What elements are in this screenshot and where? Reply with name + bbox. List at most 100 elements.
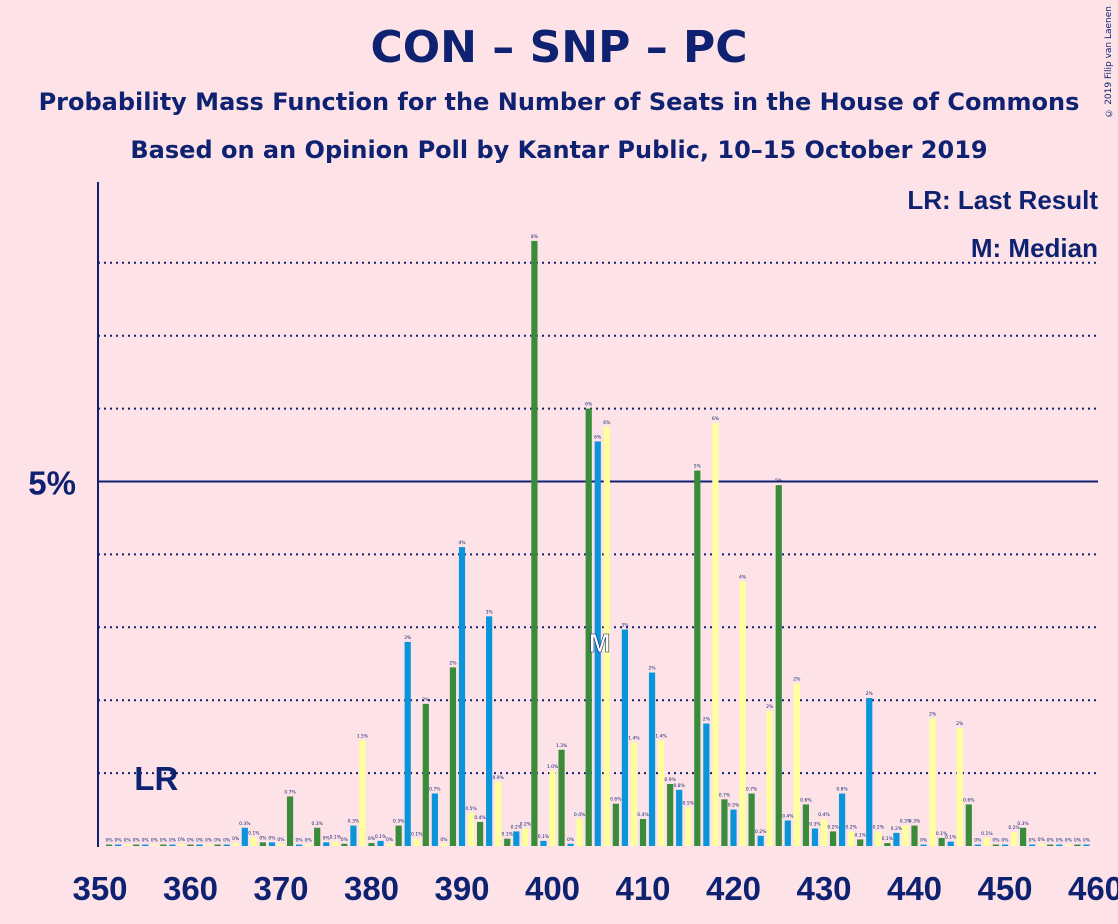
bar-label-seat-406: 6% [603,420,611,426]
bar-seat-413 [667,784,674,846]
bar-label-seat-364: 0% [223,838,231,844]
bar-label-seat-365: 0% [232,836,240,842]
bar-label-seat-420: 0.5% [728,803,740,809]
bar-label-seat-353: 0% [124,838,132,844]
bar-seat-427 [793,683,800,846]
bar-label-seat-425: 5% [775,478,783,484]
bar-label-seat-430: 0.4% [818,812,830,818]
bar-seat-414 [676,789,683,846]
bar-seat-389 [449,667,457,846]
bar-label-seat-431: 0.2% [827,824,839,830]
bar-seat-422 [748,793,755,846]
bar-label-seat-457: 0% [1065,838,1073,844]
bar-label-seat-390: 4% [458,540,466,546]
legend-median: M: Median [971,233,1098,263]
bar-seat-361 [196,844,203,846]
bar-seat-359 [178,843,185,846]
bar-seat-408 [621,629,628,846]
bar-label-seat-393: 3% [486,609,494,615]
bar-seat-401 [558,749,565,846]
bar-label-seat-450: 0% [1001,838,1009,844]
bar-seat-384 [404,641,411,846]
bar-seat-365 [232,843,239,846]
bar-label-seat-407: 0.6% [610,797,622,803]
bar-seat-415 [685,807,692,846]
bar-label-seat-424: 2% [766,704,774,710]
bar-seat-377 [341,843,348,846]
x-tick-label-440: 440 [887,870,942,907]
bar-label-seat-454: 0% [1038,837,1046,843]
bar-label-seat-384: 3% [404,635,412,641]
bar-label-seat-398: 8% [531,234,539,240]
bar-seat-417 [703,723,710,846]
bar-label-seat-440: 0.3% [909,819,921,825]
axes-group: 350 360 370 380 390 400 410 420 430 440 450 460 5% LR… [28,182,1118,907]
bar-label-seat-418: 6% [712,416,720,422]
bar-labels-group: 0% 0% 0% 0% 0% 0% 0% 0% 0% 0% 0% 0% 0% 0% 0%0.3%0.1%0%… [105,234,1090,844]
bar-label-seat-411: 2% [648,665,656,671]
bar-label-seat-427: 2% [793,676,801,682]
bar-label-seat-417: 2% [703,717,711,723]
bar-seat-374 [314,827,321,846]
bar-seat-438 [893,832,900,846]
bar-seat-357 [160,844,167,846]
x-tick-label-360: 360 [163,870,218,907]
bar-label-seat-360: 0% [187,838,195,844]
x-tick-label-410: 410 [615,870,670,907]
bar-label-seat-361: 0% [196,838,204,844]
bar-label-seat-400: 1.0% [547,764,559,770]
bar-seat-449 [992,844,1000,846]
bar-label-seat-452: 0.3% [1017,821,1029,827]
bar-seat-430 [820,819,828,846]
bar-label-seat-371: 0.7% [284,789,296,795]
bar-seat-373 [305,844,312,846]
bar-seat-447 [974,844,981,846]
bar-seat-410 [639,819,647,846]
bar-label-seat-394: 0.9% [492,775,504,781]
bar-label-seat-396: 0.2% [511,824,523,830]
bar-seat-458 [1074,844,1081,846]
bar-label-seat-415: 0.5% [683,800,695,806]
bar-label-seat-413: 0.9% [664,777,676,783]
bar-seat-375 [323,842,330,846]
bar-seat-434 [857,839,864,846]
bar-seat-456 [1056,844,1063,846]
bar-label-seat-392: 0.4% [474,815,486,821]
bar-label-seat-401: 1.3% [556,743,568,749]
bar-seat-397 [522,828,529,846]
x-tick-label-390: 390 [434,870,489,907]
bar-label-seat-459: 0% [1083,838,1091,844]
bars-group [105,240,1090,846]
bar-seat-383 [395,825,402,846]
bar-label-seat-444: 0.1% [945,835,957,841]
bar-seat-385 [413,838,420,846]
bar-label-seat-404: 6% [585,402,593,408]
bar-label-seat-423: 0.2% [755,829,767,835]
bar-seat-405 [594,441,601,846]
bar-seat-418 [712,423,719,846]
bar-seat-402 [567,843,574,846]
bar-seat-453 [1029,844,1036,846]
bar-seat-432 [839,793,846,846]
bar-label-seat-386: 2% [422,697,430,703]
bar-seat-378 [350,825,357,846]
x-tick-label-460: 460 [1068,870,1118,907]
x-tick-label-370: 370 [253,870,308,907]
last-result-marker: LR [134,760,178,797]
x-tick-label-350: 350 [72,870,127,907]
bar-label-seat-437: 0.1% [882,836,894,842]
bar-label-seat-357: 0% [160,838,168,844]
bar-seat-457 [1065,844,1072,846]
bar-seat-437 [884,843,891,846]
bar-label-seat-402: 0% [567,837,575,843]
bar-seat-440 [911,825,918,846]
bar-label-seat-433: 0.2% [845,824,857,830]
bar-seat-400 [549,770,556,846]
bar-seat-382 [386,843,393,846]
bar-seat-428 [802,804,809,846]
bar-label-seat-366: 0.3% [239,821,251,827]
bar-seat-439 [902,825,909,846]
bar-label-seat-391: 0.5% [465,806,477,812]
bar-label-seat-429: 0.3% [809,822,821,828]
